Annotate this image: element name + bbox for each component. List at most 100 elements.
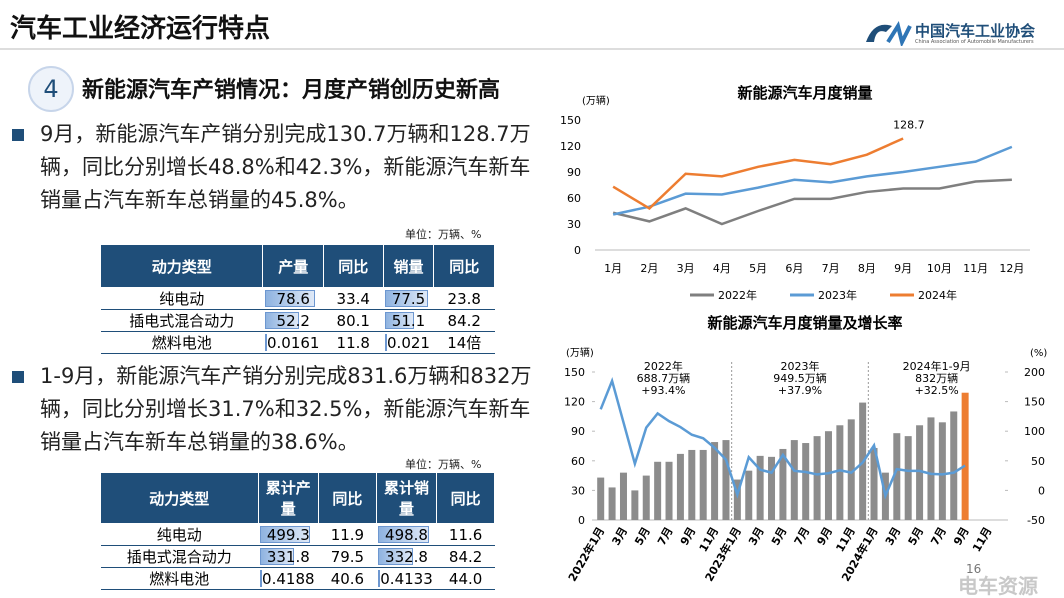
- cell: 11.8: [323, 331, 384, 354]
- table: 动力类型 累计产量 同比 累计销量 同比 纯电动 499.3 11.9 498.8 11.6 插电式…: [100, 472, 495, 590]
- cell: 332.8: [376, 545, 437, 568]
- cell: 84.2: [433, 309, 495, 332]
- cell: 79.5: [318, 545, 377, 568]
- cell-text: 51.1: [391, 311, 426, 330]
- cell: 0.021: [383, 331, 434, 354]
- logo: [866, 20, 912, 46]
- cell: 40.6: [318, 567, 377, 590]
- cell-text: 0.0161: [266, 333, 320, 352]
- y2-tick-label: 0: [1038, 484, 1045, 497]
- x-tick-label: 2月: [640, 262, 658, 275]
- y2-tick-label: 200: [1024, 366, 1045, 379]
- cell: 0.0161: [262, 331, 324, 354]
- cell: 11.9: [318, 523, 377, 546]
- y-tick-label: 90: [571, 425, 585, 438]
- data-bar: [264, 334, 267, 351]
- cell-text: 0.4188: [262, 569, 315, 588]
- annotation: +93.4%: [641, 384, 685, 397]
- y-tick-label: 60: [567, 192, 581, 205]
- bar: [722, 440, 730, 520]
- annotation: 2023年: [781, 359, 820, 373]
- line: [612, 137, 904, 210]
- legend-label: 2022年: [718, 288, 757, 302]
- bar: [813, 436, 821, 520]
- annotation: +32.5%: [915, 384, 959, 397]
- y-tick-label: 120: [564, 396, 585, 409]
- unit-note: 单位：万辆、%: [405, 458, 482, 471]
- x-tick-label: 7月: [792, 525, 813, 548]
- y2-tick-label: 100: [1024, 425, 1045, 438]
- cell-text: 78.6: [276, 289, 310, 308]
- cell-text: 331.8: [266, 547, 310, 566]
- legend-label: 2024年: [918, 288, 957, 302]
- unit-note: 单位：万辆、%: [405, 228, 482, 241]
- x-tick-label: 9月: [951, 525, 972, 548]
- cell: 14倍: [433, 331, 495, 354]
- header-cell: 累计销量: [375, 472, 438, 524]
- bar: [790, 440, 798, 520]
- annotation: 2022年: [644, 359, 683, 373]
- cell: 44.0: [436, 567, 495, 590]
- annotation: 949.5万辆: [773, 371, 827, 385]
- cell: 23.8: [433, 287, 495, 310]
- cell: 燃料电池: [100, 331, 263, 354]
- bar: [870, 447, 878, 520]
- cell: 78.6: [262, 287, 324, 310]
- y-tick-label: 0: [578, 514, 585, 527]
- header-row: 动力类型 累计产量 同比 累计销量 同比: [100, 472, 495, 524]
- x-tick-label: 5月: [906, 525, 927, 548]
- x-tick-label: 5月: [749, 262, 767, 275]
- cell: 80.1: [323, 309, 384, 332]
- org-name: 中国汽车工业协会: [915, 22, 1036, 40]
- data-bar: [260, 570, 263, 587]
- row: 纯电动 78.6 33.4 77.5 23.8: [100, 287, 495, 310]
- x-tick-label: 7月: [655, 525, 676, 548]
- header-cell: 累计产量: [257, 472, 320, 524]
- cell-text: 84.2: [448, 547, 483, 566]
- x-tick-label: 9月: [678, 525, 699, 548]
- x-tick-label: 3月: [609, 525, 630, 548]
- bar: [654, 461, 662, 520]
- bar: [836, 425, 844, 520]
- chart-title: 新能源汽车月度销量及增长率: [707, 314, 902, 332]
- legend-label: 2023年: [818, 288, 857, 302]
- cell-text: 插电式混合动力: [126, 548, 232, 566]
- cell-text: 0.021: [387, 333, 430, 352]
- cell-text: 燃料电池: [149, 570, 210, 588]
- y2-tick-label: -50: [1027, 514, 1045, 527]
- row: 插电式混合动力 52.2 80.1 51.1 84.2: [100, 309, 495, 332]
- chart-title: 新能源汽车月度销量: [737, 84, 872, 102]
- bar: [824, 431, 832, 520]
- org-en: China Association of Automobile Manufact…: [915, 39, 1034, 45]
- cell: 331.8: [258, 545, 319, 568]
- bar: [938, 422, 946, 520]
- data-bar: [385, 334, 388, 351]
- bar: [847, 419, 855, 520]
- x-tick-label: 5月: [769, 525, 790, 548]
- x-tick-label: 10月: [927, 262, 952, 275]
- data-bar: [260, 548, 295, 565]
- y-axis-label: (万辆): [566, 346, 594, 359]
- y-tick-label: 0: [574, 244, 581, 257]
- header-cell: 动力类型: [99, 244, 264, 288]
- row: 纯电动 499.3 11.9 498.8 11.6: [100, 523, 495, 546]
- y-tick-label: 150: [560, 114, 581, 127]
- x-tick-label: 7月: [822, 262, 840, 275]
- data-label: 128.7: [893, 118, 925, 131]
- cell: 84.2: [436, 545, 495, 568]
- cell: 0.4133: [376, 567, 437, 590]
- cell-text: 23.8: [447, 289, 481, 308]
- cell-text: 80.1: [336, 311, 370, 330]
- x-tick-label: 2022年1月: [565, 525, 607, 584]
- y2-axis-label: (%): [1030, 348, 1047, 359]
- bar: [779, 448, 787, 520]
- x-tick-label: 3月: [746, 525, 767, 548]
- y2-tick-label: 150: [1024, 396, 1045, 409]
- cell-text: 11.6: [448, 525, 483, 544]
- bullet: 1-9月，新能源汽车产销分别完成831.6万辆和832万辆，同比分别增长31.7…: [12, 360, 535, 459]
- cell: 498.8: [376, 523, 437, 546]
- data-bar: [385, 290, 428, 307]
- bar: [904, 436, 912, 520]
- cell: 33.4: [323, 287, 384, 310]
- cell-text: 84.2: [447, 311, 481, 330]
